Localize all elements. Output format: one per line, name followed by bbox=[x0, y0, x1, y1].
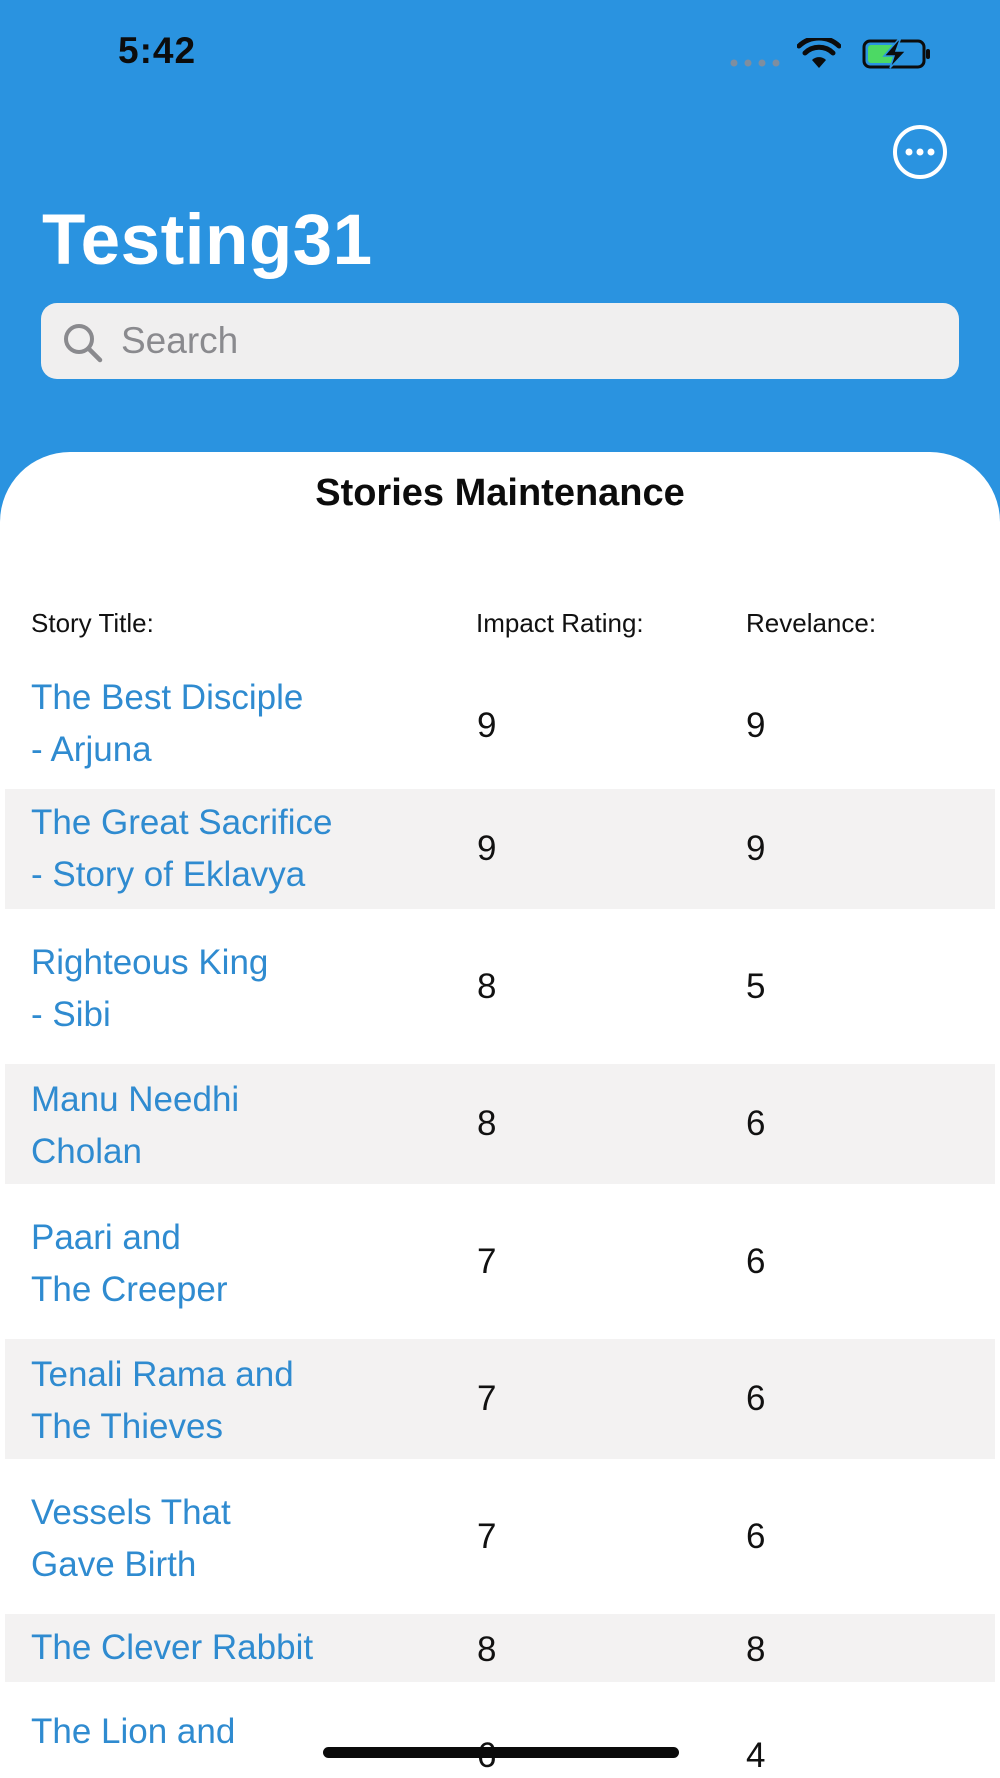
impact-rating-value: 7 bbox=[477, 1379, 497, 1418]
impact-rating-value: 7 bbox=[477, 1242, 497, 1281]
relevance-value: 6 bbox=[746, 1104, 766, 1143]
table-row[interactable]: Vessels That Gave Birth 7 6 bbox=[5, 1459, 995, 1614]
table-row[interactable]: Manu Needhi Cholan 8 6 bbox=[5, 1064, 995, 1184]
relevance-value: 5 bbox=[746, 967, 766, 1006]
status-bar: 5:42 bbox=[0, 0, 1000, 110]
relevance-value: 6 bbox=[746, 1242, 766, 1281]
column-header-impact-rating: Impact Rating: bbox=[476, 608, 644, 638]
relevance-value: 6 bbox=[746, 1379, 766, 1418]
relevance-value: 8 bbox=[746, 1630, 766, 1669]
story-title-link[interactable]: Paari and The Creeper bbox=[31, 1218, 228, 1309]
more-options-button[interactable] bbox=[892, 124, 948, 180]
story-title-link[interactable]: The Lion and bbox=[31, 1712, 236, 1751]
impact-rating-value: 9 bbox=[477, 829, 497, 868]
story-title-link[interactable]: Righteous King - Sibi bbox=[31, 943, 269, 1034]
impact-rating-value: 8 bbox=[477, 1630, 497, 1669]
table-row[interactable]: Righteous King - Sibi 8 5 bbox=[5, 909, 995, 1064]
stories-sheet: Stories Maintenance Story Title: Impact … bbox=[0, 452, 1000, 1778]
impact-rating-value: 8 bbox=[477, 967, 497, 1006]
section-title: Stories Maintenance bbox=[315, 472, 685, 514]
story-title-link[interactable]: The Great Sacrifice - Story of Eklavya bbox=[31, 803, 333, 894]
column-header-relevance: Revelance: bbox=[746, 608, 877, 638]
wifi-icon bbox=[797, 38, 841, 68]
stories-table: The Best Disciple - Arjuna 9 9 The Great… bbox=[0, 664, 1000, 1778]
relevance-value: 6 bbox=[746, 1517, 766, 1556]
relevance-value: 9 bbox=[746, 829, 766, 868]
story-title-link[interactable]: Tenali Rama and The Thieves bbox=[31, 1355, 294, 1446]
story-title-link[interactable]: The Clever Rabbit bbox=[31, 1628, 314, 1667]
page-title: Testing31 bbox=[42, 201, 373, 280]
table-row[interactable]: The Lion and 6 4 bbox=[5, 1682, 995, 1778]
relevance-value: 4 bbox=[746, 1736, 766, 1775]
table-row[interactable]: Tenali Rama and The Thieves 7 6 bbox=[5, 1339, 995, 1459]
impact-rating-value: 9 bbox=[477, 706, 497, 745]
battery-charging-icon bbox=[862, 39, 930, 69]
home-indicator[interactable] bbox=[323, 1747, 679, 1758]
table-row[interactable]: Paari and The Creeper 7 6 bbox=[5, 1184, 995, 1339]
table-header: Story Title: Impact Rating: Revelance: bbox=[0, 608, 1000, 648]
table-row[interactable]: The Great Sacrifice - Story of Eklavya 9… bbox=[5, 789, 995, 909]
status-time: 5:42 bbox=[118, 30, 197, 71]
column-header-story-title: Story Title: bbox=[31, 608, 154, 638]
impact-rating-value: 8 bbox=[477, 1104, 497, 1143]
story-title-link[interactable]: Vessels That Gave Birth bbox=[31, 1493, 231, 1584]
search-input[interactable] bbox=[121, 303, 941, 379]
relevance-value: 9 bbox=[746, 706, 766, 745]
table-row[interactable]: The Clever Rabbit 8 8 bbox=[5, 1614, 995, 1682]
search-icon bbox=[64, 324, 103, 363]
table-row[interactable]: The Best Disciple - Arjuna 9 9 bbox=[5, 664, 995, 789]
story-title-link[interactable]: Manu Needhi Cholan bbox=[31, 1080, 240, 1171]
impact-rating-value: 7 bbox=[477, 1517, 497, 1556]
story-title-link[interactable]: The Best Disciple - Arjuna bbox=[31, 678, 304, 769]
search-bar[interactable] bbox=[41, 303, 959, 379]
signal-icon bbox=[730, 59, 780, 67]
